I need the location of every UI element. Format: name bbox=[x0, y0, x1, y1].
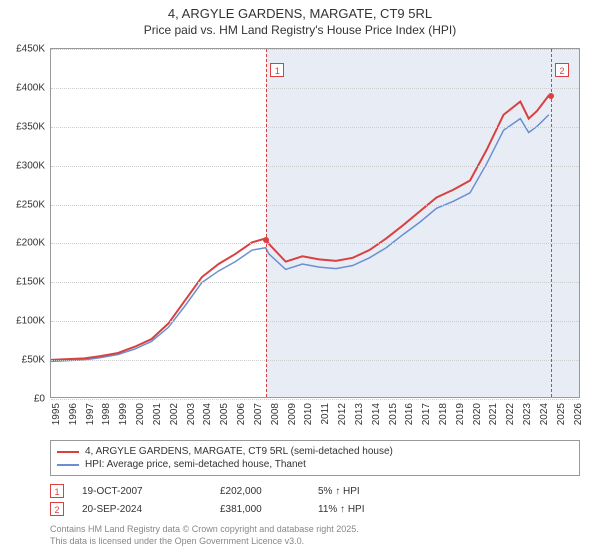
legend-row: HPI: Average price, semi-detached house,… bbox=[57, 458, 573, 471]
x-axis-label: 1995 bbox=[51, 403, 62, 425]
x-axis-label: 2015 bbox=[388, 403, 399, 425]
marker-line-1 bbox=[266, 49, 267, 397]
marker-box-2: 2 bbox=[555, 63, 569, 77]
chart-subtitle: Price paid vs. HM Land Registry's House … bbox=[0, 23, 600, 41]
marker-dot-1 bbox=[263, 237, 269, 243]
marker-box-1: 1 bbox=[270, 63, 284, 77]
gridline bbox=[51, 282, 579, 283]
data-point-num: 2 bbox=[50, 502, 64, 516]
x-axis-label: 2021 bbox=[488, 403, 499, 425]
legend-row: 4, ARGYLE GARDENS, MARGATE, CT9 5RL (sem… bbox=[57, 445, 573, 458]
legend-label: 4, ARGYLE GARDENS, MARGATE, CT9 5RL (sem… bbox=[85, 446, 393, 457]
x-axis-label: 1997 bbox=[85, 403, 96, 425]
x-axis-label: 2016 bbox=[404, 403, 415, 425]
series-property bbox=[51, 95, 549, 359]
x-axis-label: 2024 bbox=[539, 403, 550, 425]
data-point-row: 1 19-OCT-2007 £202,000 5% ↑ HPI bbox=[50, 482, 580, 500]
gridline bbox=[51, 321, 579, 322]
gridline bbox=[51, 127, 579, 128]
x-axis-label: 2019 bbox=[455, 403, 466, 425]
data-point-rows: 1 19-OCT-2007 £202,000 5% ↑ HPI 2 20-SEP-2024… bbox=[50, 482, 580, 518]
y-axis-label: £100K bbox=[1, 316, 45, 327]
gridline bbox=[51, 243, 579, 244]
data-point-date: 19-OCT-2007 bbox=[82, 486, 202, 497]
x-axis-label: 1999 bbox=[118, 403, 129, 425]
gridline bbox=[51, 88, 579, 89]
x-axis-label: 2020 bbox=[472, 403, 483, 425]
marker-line-2 bbox=[551, 49, 552, 397]
y-axis-label: £400K bbox=[1, 82, 45, 93]
y-axis-label: £50K bbox=[1, 355, 45, 366]
legend-block: 4, ARGYLE GARDENS, MARGATE, CT9 5RL (sem… bbox=[50, 440, 580, 547]
x-axis-label: 2003 bbox=[186, 403, 197, 425]
y-axis-label: £450K bbox=[1, 44, 45, 55]
x-axis-label: 2007 bbox=[253, 403, 264, 425]
legend-swatch bbox=[57, 464, 79, 466]
gridline bbox=[51, 205, 579, 206]
legend-label: HPI: Average price, semi-detached house,… bbox=[85, 459, 306, 470]
data-point-price: £381,000 bbox=[220, 504, 300, 515]
y-axis-label: £200K bbox=[1, 238, 45, 249]
y-axis-label: £300K bbox=[1, 160, 45, 171]
series-hpi bbox=[51, 115, 549, 362]
legend-box: 4, ARGYLE GARDENS, MARGATE, CT9 5RL (sem… bbox=[50, 440, 580, 476]
data-point-date: 20-SEP-2024 bbox=[82, 504, 202, 515]
x-axis-label: 2013 bbox=[354, 403, 365, 425]
x-axis-label: 2000 bbox=[135, 403, 146, 425]
x-axis-label: 2018 bbox=[438, 403, 449, 425]
x-axis-label: 2023 bbox=[522, 403, 533, 425]
x-axis-label: 1996 bbox=[68, 403, 79, 425]
x-axis-label: 2009 bbox=[287, 403, 298, 425]
x-axis-label: 2006 bbox=[236, 403, 247, 425]
x-axis-label: 2012 bbox=[337, 403, 348, 425]
x-axis-label: 1998 bbox=[101, 403, 112, 425]
y-axis-label: £0 bbox=[1, 394, 45, 405]
data-point-pct: 11% ↑ HPI bbox=[318, 504, 438, 515]
plot-area: £0£50K£100K£150K£200K£250K£300K£350K£400… bbox=[50, 48, 580, 398]
x-axis-label: 2008 bbox=[270, 403, 281, 425]
chart-title: 4, ARGYLE GARDENS, MARGATE, CT9 5RL bbox=[0, 0, 600, 23]
x-axis-label: 2002 bbox=[169, 403, 180, 425]
data-point-row: 2 20-SEP-2024 £381,000 11% ↑ HPI bbox=[50, 500, 580, 518]
y-axis-label: £150K bbox=[1, 277, 45, 288]
footer-line1: Contains HM Land Registry data © Crown c… bbox=[50, 524, 580, 536]
x-axis-label: 2017 bbox=[421, 403, 432, 425]
x-axis-label: 2022 bbox=[505, 403, 516, 425]
x-axis-label: 2014 bbox=[371, 403, 382, 425]
x-axis-label: 2001 bbox=[152, 403, 163, 425]
x-axis-label: 2026 bbox=[573, 403, 584, 425]
data-point-pct: 5% ↑ HPI bbox=[318, 486, 438, 497]
chart-container: 4, ARGYLE GARDENS, MARGATE, CT9 5RL Pric… bbox=[0, 0, 600, 560]
gridline bbox=[51, 360, 579, 361]
y-axis-label: £350K bbox=[1, 121, 45, 132]
x-axis-label: 2025 bbox=[556, 403, 567, 425]
gridline bbox=[51, 49, 579, 50]
line-svg bbox=[51, 49, 579, 397]
x-axis-label: 2005 bbox=[219, 403, 230, 425]
gridline bbox=[51, 399, 579, 400]
footer-attribution: Contains HM Land Registry data © Crown c… bbox=[50, 524, 580, 547]
x-axis-label: 2004 bbox=[202, 403, 213, 425]
data-point-price: £202,000 bbox=[220, 486, 300, 497]
gridline bbox=[51, 166, 579, 167]
legend-swatch bbox=[57, 451, 79, 453]
footer-line2: This data is licensed under the Open Gov… bbox=[50, 536, 580, 548]
data-point-num: 1 bbox=[50, 484, 64, 498]
x-axis-label: 2010 bbox=[303, 403, 314, 425]
x-axis-label: 2011 bbox=[320, 403, 331, 425]
y-axis-label: £250K bbox=[1, 199, 45, 210]
marker-dot-2 bbox=[548, 93, 554, 99]
